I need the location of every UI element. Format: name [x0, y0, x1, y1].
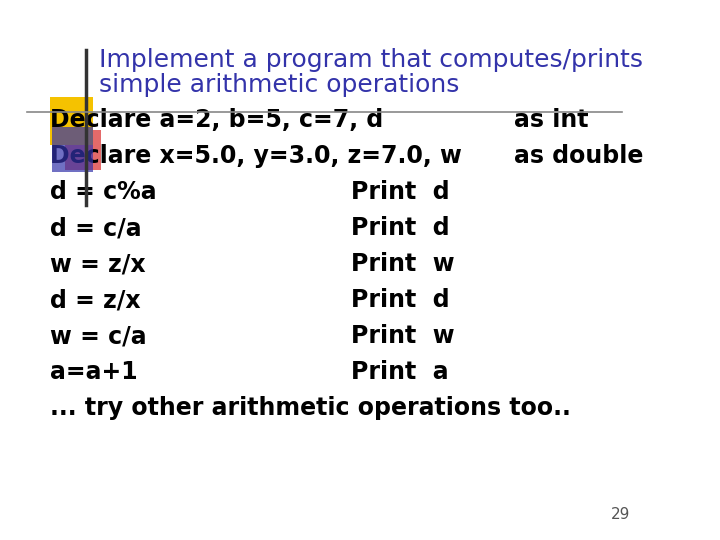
- Text: d = c%a: d = c%a: [50, 180, 156, 204]
- Text: 29: 29: [611, 507, 631, 522]
- Text: as int: as int: [513, 108, 588, 132]
- Text: Print  w: Print w: [351, 324, 455, 348]
- Text: Print  d: Print d: [351, 180, 450, 204]
- Text: Print  a: Print a: [351, 360, 449, 384]
- Text: w = z/x: w = z/x: [50, 252, 145, 276]
- Text: w = c/a: w = c/a: [50, 324, 146, 348]
- Text: simple arithmetic operations: simple arithmetic operations: [99, 73, 459, 97]
- Text: d = z/x: d = z/x: [50, 288, 140, 312]
- Text: Implement a program that computes/prints: Implement a program that computes/prints: [99, 48, 643, 72]
- Text: Print  d: Print d: [351, 288, 450, 312]
- Text: Print  w: Print w: [351, 252, 455, 276]
- Text: Declare a=2, b=5, c=7, d: Declare a=2, b=5, c=7, d: [50, 108, 383, 132]
- FancyBboxPatch shape: [65, 130, 101, 170]
- Text: d = c/a: d = c/a: [50, 216, 141, 240]
- Text: as double: as double: [513, 144, 643, 168]
- Text: Declare x=5.0, y=3.0, z=7.0, w: Declare x=5.0, y=3.0, z=7.0, w: [50, 144, 462, 168]
- FancyBboxPatch shape: [53, 127, 93, 172]
- Text: a=a+1: a=a+1: [50, 360, 138, 384]
- Text: Print  d: Print d: [351, 216, 450, 240]
- FancyBboxPatch shape: [50, 97, 93, 145]
- Text: ... try other arithmetic operations too..: ... try other arithmetic operations too.…: [50, 396, 570, 420]
